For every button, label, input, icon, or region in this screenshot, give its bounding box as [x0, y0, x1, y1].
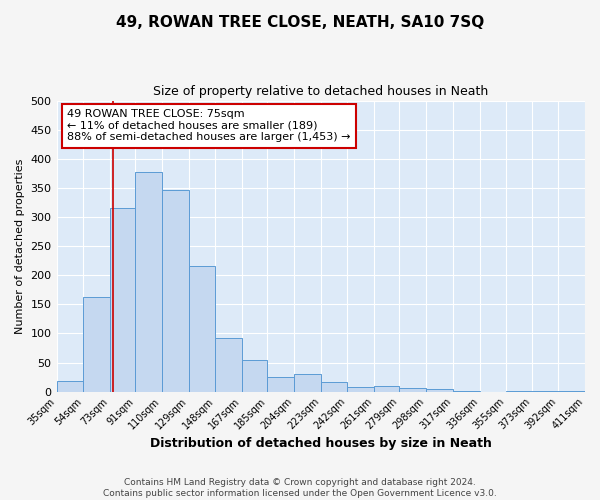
Bar	[110, 208, 135, 392]
Title: Size of property relative to detached houses in Neath: Size of property relative to detached ho…	[153, 85, 488, 98]
Bar	[453, 391, 479, 392]
Bar	[426, 390, 453, 392]
Bar	[162, 190, 188, 392]
Y-axis label: Number of detached properties: Number of detached properties	[15, 158, 25, 334]
Bar	[294, 374, 321, 392]
Bar	[558, 391, 585, 392]
Bar	[506, 390, 532, 392]
Bar	[188, 266, 215, 392]
Text: 49, ROWAN TREE CLOSE, NEATH, SA10 7SQ: 49, ROWAN TREE CLOSE, NEATH, SA10 7SQ	[116, 15, 484, 30]
Bar	[347, 387, 374, 392]
Bar	[83, 297, 110, 392]
X-axis label: Distribution of detached houses by size in Neath: Distribution of detached houses by size …	[150, 437, 492, 450]
Bar	[532, 391, 558, 392]
Text: Contains HM Land Registry data © Crown copyright and database right 2024.
Contai: Contains HM Land Registry data © Crown c…	[103, 478, 497, 498]
Bar	[374, 386, 400, 392]
Bar	[56, 381, 83, 392]
Bar	[268, 377, 294, 392]
Bar	[400, 388, 426, 392]
Text: 49 ROWAN TREE CLOSE: 75sqm
← 11% of detached houses are smaller (189)
88% of sem: 49 ROWAN TREE CLOSE: 75sqm ← 11% of deta…	[67, 110, 350, 142]
Bar	[242, 360, 268, 392]
Bar	[321, 382, 347, 392]
Bar	[135, 172, 162, 392]
Bar	[215, 338, 242, 392]
